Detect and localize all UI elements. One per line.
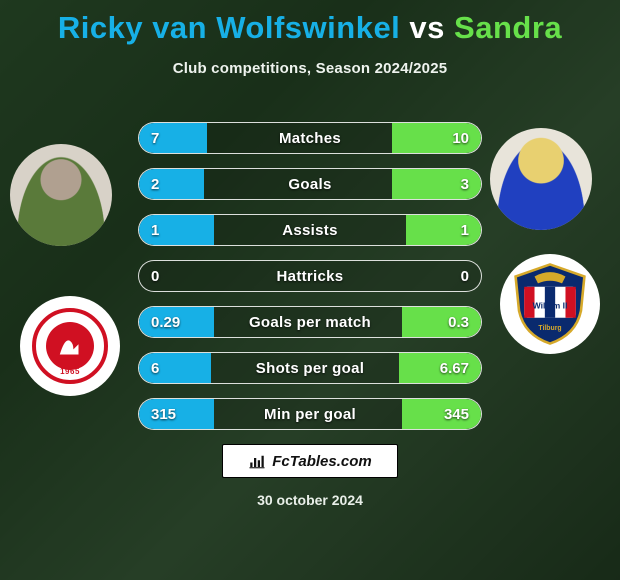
avatar-placeholder-icon	[10, 144, 112, 246]
content-wrapper: Ricky van Wolfswinkel vs Sandra Club com…	[0, 0, 620, 580]
stats-panel: 7Matches102Goals31Assists10Hattricks00.2…	[138, 122, 482, 444]
player1-club-crest: 1965	[20, 296, 120, 396]
stat-value-right: 3	[409, 176, 469, 193]
stat-row: 6Shots per goal6.67	[138, 352, 482, 384]
footer-date: 30 october 2024	[0, 492, 620, 508]
svg-text:Willem II: Willem II	[533, 300, 568, 310]
brand-badge[interactable]: FcTables.com	[222, 444, 398, 478]
stat-row: 0.29Goals per match0.3	[138, 306, 482, 338]
stat-value-left: 0.29	[151, 314, 211, 331]
subtitle: Club competitions, Season 2024/2025	[0, 60, 620, 77]
svg-text:Tilburg: Tilburg	[538, 325, 561, 332]
stat-value-left: 7	[151, 130, 211, 147]
stat-value-right: 345	[409, 406, 469, 423]
stat-row: 7Matches10	[138, 122, 482, 154]
stat-metric-label: Goals per match	[211, 314, 409, 331]
player2-club-crest: Willem II Tilburg	[500, 254, 600, 354]
stat-row: 315Min per goal345	[138, 398, 482, 430]
stat-value-left: 0	[151, 268, 211, 285]
player1-avatar	[10, 144, 112, 246]
brand-text: FcTables.com	[272, 453, 371, 470]
vs-label: vs	[409, 10, 444, 45]
player1-name: Ricky van Wolfswinkel	[58, 10, 400, 45]
player2-avatar	[490, 128, 592, 230]
stat-metric-label: Hattricks	[211, 268, 409, 285]
stat-metric-label: Goals	[211, 176, 409, 193]
stat-value-right: 6.67	[409, 360, 469, 377]
crest-twente-icon: 1965	[32, 308, 108, 384]
stat-row: 0Hattricks0	[138, 260, 482, 292]
stat-metric-label: Matches	[211, 130, 409, 147]
stat-metric-label: Min per goal	[211, 406, 409, 423]
stat-value-right: 0	[409, 268, 469, 285]
stat-value-right: 10	[409, 130, 469, 147]
stat-value-left: 6	[151, 360, 211, 377]
stat-value-left: 315	[151, 406, 211, 423]
stat-value-right: 1	[409, 222, 469, 239]
crest-founded: 1965	[36, 367, 104, 376]
player2-name: Sandra	[454, 10, 562, 45]
page-title: Ricky van Wolfswinkel vs Sandra	[0, 10, 620, 46]
stat-row: 2Goals3	[138, 168, 482, 200]
stat-value-left: 2	[151, 176, 211, 193]
avatar-placeholder-icon	[490, 128, 592, 230]
stat-value-right: 0.3	[409, 314, 469, 331]
crest-inner	[46, 322, 95, 371]
crest-willem-icon: Willem II Tilburg	[507, 261, 593, 347]
stat-metric-label: Shots per goal	[211, 360, 409, 377]
stat-value-left: 1	[151, 222, 211, 239]
stat-metric-label: Assists	[211, 222, 409, 239]
stat-row: 1Assists1	[138, 214, 482, 246]
chart-icon	[248, 452, 266, 470]
